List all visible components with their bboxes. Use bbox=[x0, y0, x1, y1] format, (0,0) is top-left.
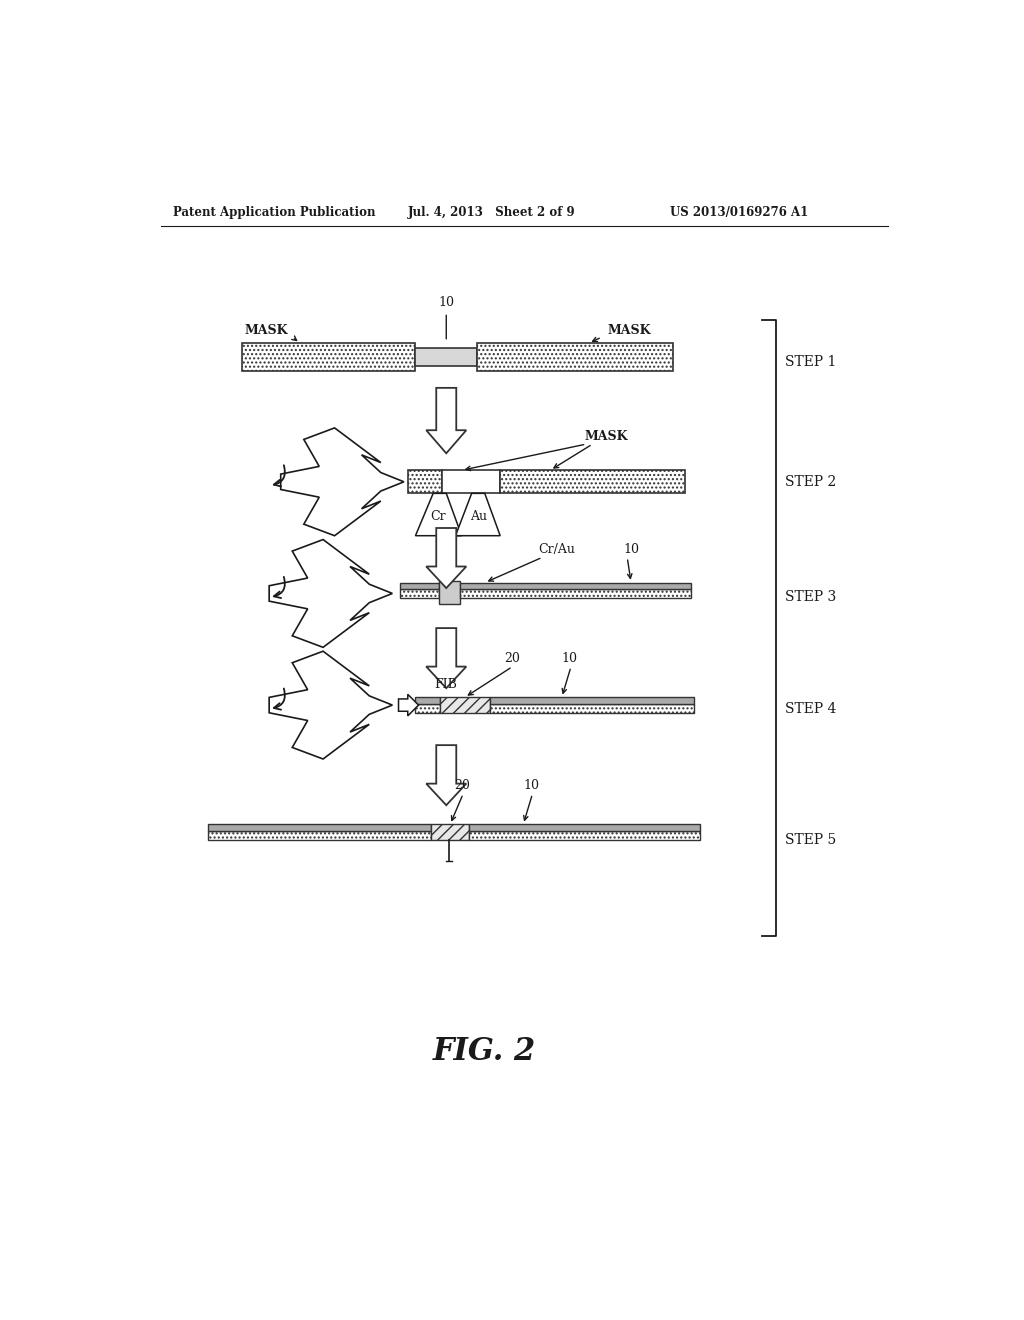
Text: Au: Au bbox=[470, 510, 487, 523]
Text: 10: 10 bbox=[438, 296, 455, 309]
Bar bbox=[416, 704, 440, 713]
Bar bbox=[490, 704, 694, 713]
Text: Patent Application Publication: Patent Application Publication bbox=[173, 206, 376, 219]
FancyArrowPatch shape bbox=[273, 577, 285, 598]
Polygon shape bbox=[426, 388, 466, 453]
Bar bbox=[400, 589, 438, 598]
Text: 20: 20 bbox=[454, 779, 470, 792]
Text: 20: 20 bbox=[505, 652, 520, 665]
Text: STEP 5: STEP 5 bbox=[785, 833, 837, 847]
Text: STEP 2: STEP 2 bbox=[785, 475, 837, 488]
Bar bbox=[440, 697, 490, 713]
Polygon shape bbox=[426, 628, 466, 688]
Bar bbox=[460, 589, 691, 598]
Bar bbox=[442, 470, 500, 494]
Text: MASK: MASK bbox=[585, 430, 629, 444]
Bar bbox=[438, 581, 460, 605]
Polygon shape bbox=[269, 651, 392, 759]
Bar bbox=[469, 830, 700, 840]
Bar bbox=[208, 825, 431, 830]
Polygon shape bbox=[426, 528, 466, 589]
Polygon shape bbox=[426, 744, 466, 805]
Bar bbox=[460, 582, 691, 589]
Text: 10: 10 bbox=[624, 543, 639, 556]
Bar bbox=[431, 825, 469, 840]
Text: 10: 10 bbox=[523, 779, 539, 792]
Bar bbox=[416, 348, 477, 367]
Text: US 2013/0169276 A1: US 2013/0169276 A1 bbox=[670, 206, 808, 219]
Text: FIG. 2: FIG. 2 bbox=[433, 1036, 537, 1067]
Bar bbox=[490, 697, 694, 704]
Bar bbox=[416, 697, 440, 704]
Polygon shape bbox=[269, 540, 392, 647]
FancyArrowPatch shape bbox=[273, 465, 285, 486]
Bar bbox=[408, 470, 442, 494]
Text: Cr: Cr bbox=[431, 510, 446, 523]
Text: MASK: MASK bbox=[245, 323, 289, 337]
Text: 10: 10 bbox=[561, 652, 578, 665]
Text: MASK: MASK bbox=[608, 323, 651, 337]
Text: Cr/Au: Cr/Au bbox=[539, 543, 575, 556]
Bar bbox=[400, 582, 438, 589]
Polygon shape bbox=[398, 694, 419, 715]
Polygon shape bbox=[416, 494, 462, 536]
Polygon shape bbox=[281, 428, 403, 536]
Bar bbox=[208, 830, 431, 840]
Bar bbox=[500, 470, 685, 494]
Bar bbox=[477, 343, 674, 371]
Polygon shape bbox=[456, 494, 500, 536]
Text: STEP 1: STEP 1 bbox=[785, 355, 837, 370]
Bar bbox=[469, 825, 700, 830]
Text: STEP 3: STEP 3 bbox=[785, 590, 837, 605]
Text: Jul. 4, 2013   Sheet 2 of 9: Jul. 4, 2013 Sheet 2 of 9 bbox=[408, 206, 575, 219]
Text: STEP 4: STEP 4 bbox=[785, 702, 837, 715]
Text: FIB: FIB bbox=[435, 678, 458, 692]
Bar bbox=[243, 343, 416, 371]
FancyArrowPatch shape bbox=[273, 689, 285, 710]
